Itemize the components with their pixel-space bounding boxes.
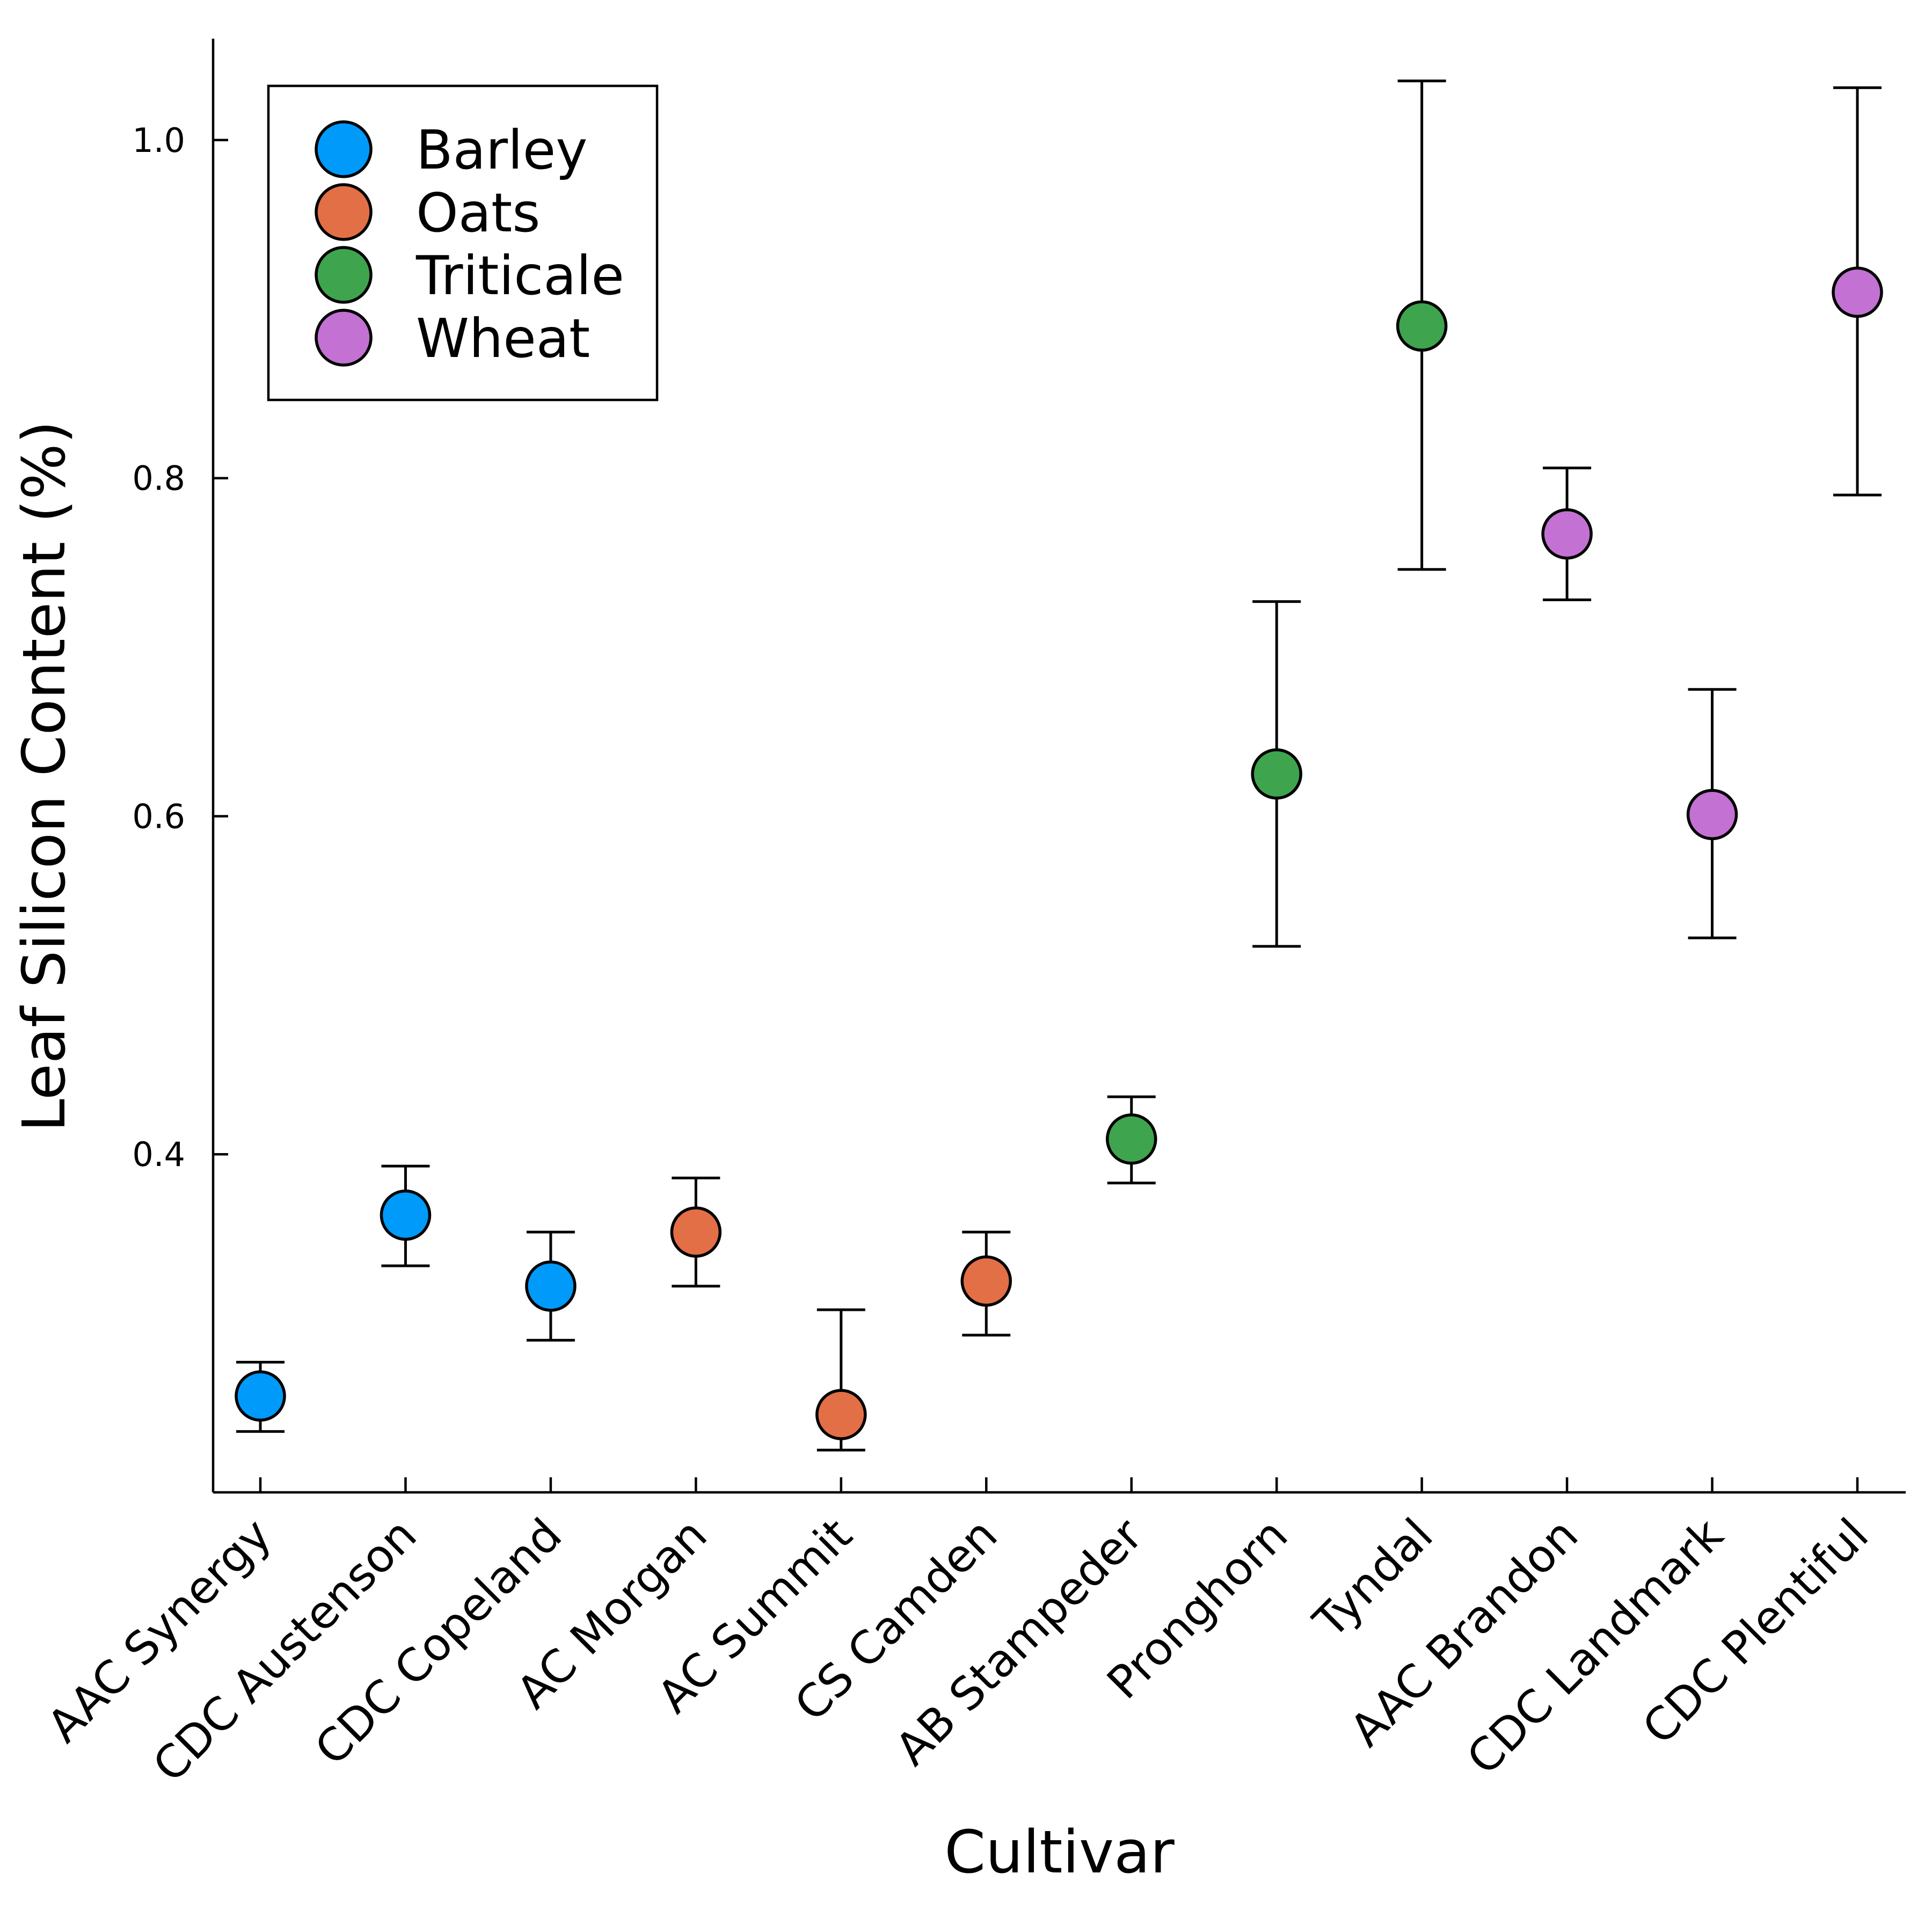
x-tick-label: CDC Landmark (1457, 1508, 1733, 1785)
x-axis-label: Cultivar (944, 1818, 1175, 1886)
y-axis-label: Leaf Silicon Content (%) (10, 421, 78, 1132)
legend-marker-oats (315, 183, 373, 241)
data-point-wheat (1686, 789, 1738, 841)
y-axis-ticks: 0.4 0.6 0.8 1.0 (132, 121, 228, 1174)
data-point-triticale (1251, 748, 1302, 800)
legend-label: Triticale (415, 244, 624, 307)
y-tick-label: 0.4 (132, 1135, 185, 1174)
y-tick-label: 0.6 (132, 797, 185, 836)
x-tick-label: CDC Copeland (305, 1508, 572, 1775)
legend-label: Barley (416, 119, 587, 181)
x-tick-label: CDC Austenson (143, 1508, 426, 1792)
legend-marker-barley (315, 120, 373, 178)
data-point-wheat (1832, 266, 1883, 318)
y-tick-label: 0.8 (132, 459, 185, 498)
data-point-barley (525, 1260, 577, 1312)
data-point-wheat (1541, 508, 1593, 560)
axes (212, 39, 1906, 1494)
data-point-oats (960, 1255, 1012, 1307)
data-point-oats (815, 1389, 867, 1440)
data-point-barley (380, 1189, 432, 1241)
y-tick-label: 1.0 (132, 121, 185, 160)
legend-label: Oats (416, 181, 540, 244)
data-point-triticale (1396, 300, 1448, 352)
legend-marker-triticale (315, 246, 373, 304)
data-point-triticale (1105, 1113, 1157, 1165)
legend-label: Wheat (416, 307, 590, 370)
legend-marker-wheat (315, 309, 373, 367)
x-tick-label: Tyndal (1303, 1508, 1442, 1648)
data-point-barley (235, 1370, 286, 1422)
data-marks (235, 79, 1883, 1452)
data-point-oats (670, 1206, 722, 1258)
x-tick-label: AB Stampeder (885, 1508, 1153, 1776)
